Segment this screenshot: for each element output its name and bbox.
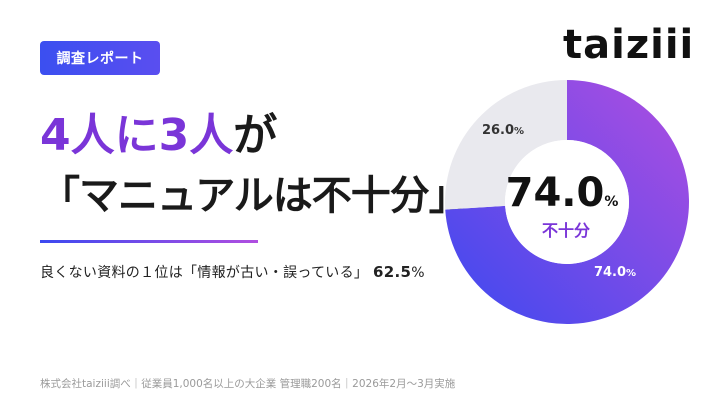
report-badge: 調査レポート bbox=[40, 41, 160, 75]
headline-line-1: 4人に3人が bbox=[40, 108, 450, 164]
donut-center-value: 74.0% bbox=[506, 170, 619, 216]
headline-number-3: 3 bbox=[158, 110, 190, 161]
gradient-divider bbox=[40, 240, 258, 243]
brand-logo: taiziii bbox=[563, 22, 695, 68]
headline-word-people-ni: 人に bbox=[70, 110, 159, 161]
headline-particle: が bbox=[233, 110, 278, 161]
subline-unit: % bbox=[411, 265, 425, 281]
slice-label-value-remainder: 26.0% bbox=[482, 123, 524, 138]
slice-label-value-insufficient: 74.0% bbox=[594, 265, 636, 280]
donut-slice-insufficient bbox=[445, 80, 689, 324]
headline-line-2: 「マニュアルは不十分」。 bbox=[40, 173, 488, 219]
source-footnote: 株式会社taiziii調べ｜従業員1,000名以上の大企業 管理職200名｜20… bbox=[40, 378, 456, 390]
headline-number-4: 4 bbox=[40, 110, 71, 161]
headline-word-people: 人 bbox=[189, 110, 234, 161]
subline: 良くない資料の１位は「情報が古い・誤っている」 62.5% bbox=[40, 262, 440, 282]
donut-slice-remainder bbox=[445, 80, 567, 210]
donut-hole bbox=[505, 140, 629, 264]
subline-text: 良くない資料の１位は「情報が古い・誤っている」 bbox=[40, 265, 369, 281]
subline-value: 62.5 bbox=[372, 263, 412, 281]
donut-center-caption: 不十分 bbox=[542, 221, 590, 240]
